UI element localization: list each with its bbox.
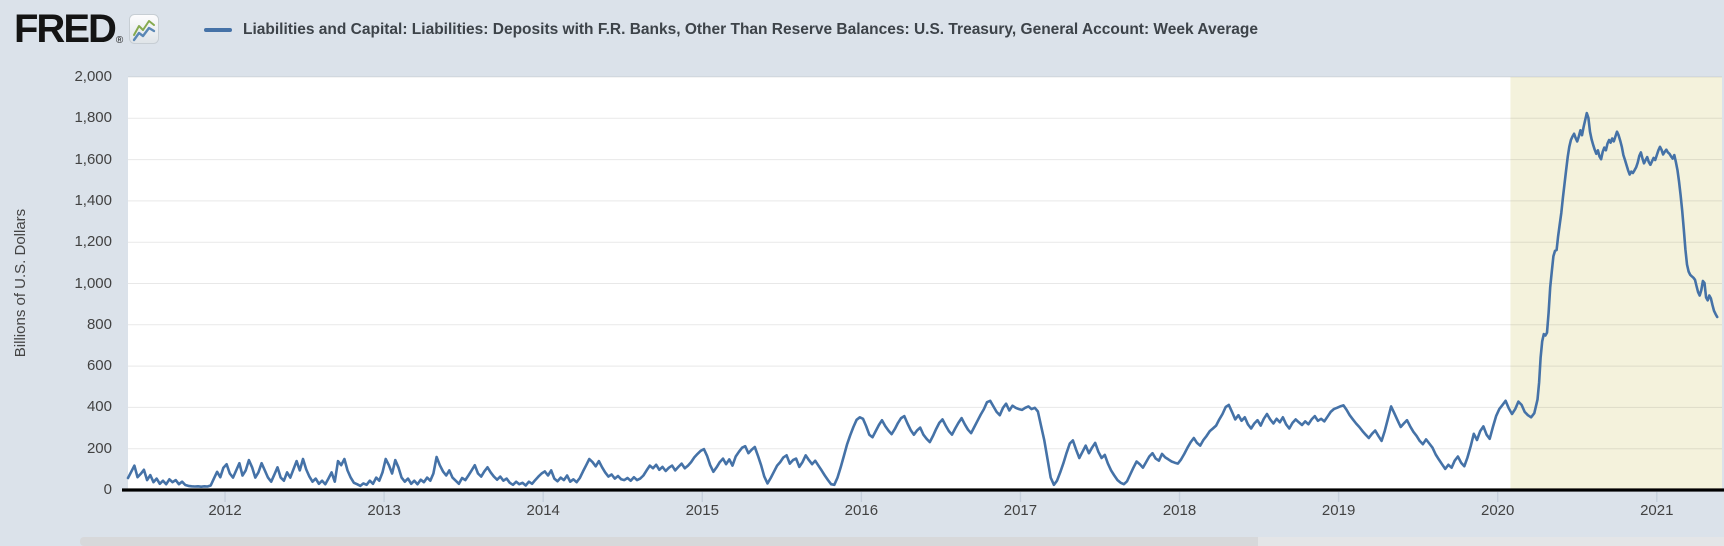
series-line [126, 111, 1719, 488]
x-axis-tick-label-2015: 2015 [685, 502, 719, 519]
x-axis-tick-label-2017: 2017 [1003, 502, 1038, 519]
x-axis-tick-label-2018: 2018 [1162, 502, 1197, 519]
x-axis-line [122, 488, 1724, 492]
y-axis-tick-label-200: 200 [86, 439, 112, 457]
legend-series-label: Liabilities and Capital: Liabilities: De… [243, 21, 1258, 38]
legend-series-dash [204, 28, 232, 32]
date-range-slider-rest[interactable] [1258, 537, 1724, 546]
y-axis-tick-label-1,000: 1,000 [74, 274, 112, 292]
plot-background [128, 77, 1722, 490]
x-axis-tick-label-2020: 2020 [1481, 502, 1515, 519]
fred-logo: FRED ® [14, 7, 160, 51]
recession-shading [1510, 77, 1722, 490]
y-axis-tick-label-1,400: 1,400 [74, 191, 112, 209]
x-axis-tick-label-2013: 2013 [367, 502, 401, 519]
y-axis-tick-label-0: 0 [103, 481, 112, 498]
y-axis-tick-label-1,600: 1,600 [74, 150, 112, 168]
y-axis-tick-label-600: 600 [86, 357, 112, 375]
legend: Liabilities and Capital: Liabilities: De… [204, 21, 1258, 39]
y-axis-tick-label-2,000: 2,000 [74, 68, 112, 85]
x-axis-tick-label-2019: 2019 [1321, 502, 1356, 519]
fred-logo-text: FRED [14, 7, 117, 51]
y-axis-tick-label-400: 400 [86, 398, 112, 416]
x-axis-tick-label-2021: 2021 [1640, 502, 1674, 519]
y-axis-tick-label-800: 800 [86, 315, 112, 333]
fred-sparkline-icon [129, 14, 160, 44]
x-axis-tick-label-2012: 2012 [208, 502, 242, 519]
date-range-slider-selected[interactable] [80, 537, 1258, 546]
registered-trademark: ® [115, 35, 124, 46]
x-axis-tick-label-2016: 2016 [844, 502, 879, 519]
x-axis-tick-label-2014: 2014 [526, 502, 560, 519]
y-axis-tick-label-1,200: 1,200 [74, 233, 112, 251]
y-axis-tick-label-1,800: 1,800 [74, 109, 112, 127]
chart-header: FRED ® Liabilities and Capital: Liabilit… [0, 0, 1724, 60]
